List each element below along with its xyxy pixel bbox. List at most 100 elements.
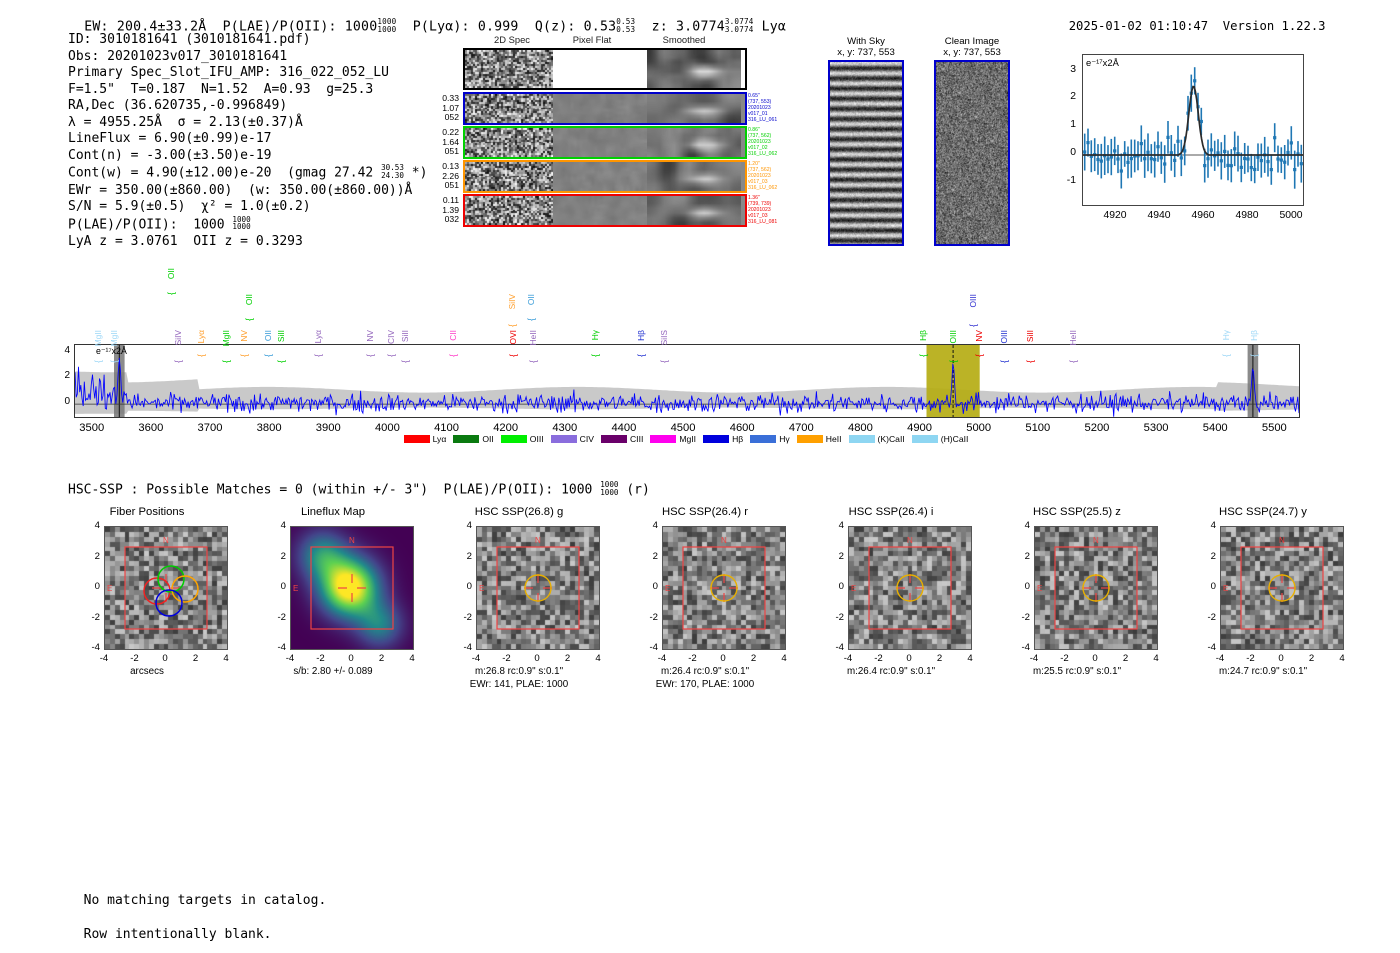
hsc-panel-sub2: EWr: 170, PLAE: 1000	[655, 678, 755, 690]
emission-line-label: NV	[973, 330, 984, 342]
lineplot-svg	[1083, 67, 1303, 189]
emission-line-fit-plot: e⁻¹⁷x2Å 3 2 1 0 -1 4920 4940 4960 4980 5000	[1040, 48, 1310, 233]
hsc-x-tick: -2	[1060, 653, 1069, 664]
legend-label: OIII	[529, 434, 544, 444]
hsc-x-tick: 2	[936, 653, 943, 664]
hsc-panel-sub1: m:25.5 rc:0.9" s:0.1"	[1032, 666, 1122, 677]
lineplot-y-tick: 2	[1070, 91, 1076, 103]
spec2d-row-left-label: 0.13 2.26 051	[442, 161, 459, 191]
spectrum-x-tick: 3600	[138, 422, 164, 434]
hsc-x-tick: 0	[1278, 653, 1284, 664]
svg-text:N: N	[535, 536, 541, 545]
spectrum-x-tick: 4100	[434, 422, 459, 434]
z-value: 3.0774	[676, 19, 725, 35]
hsc-panel-overlay: NE	[665, 536, 766, 630]
emission-line-label: NV	[239, 330, 250, 342]
emission-line-bracket: {	[386, 354, 397, 358]
legend-item: (K)CaII	[848, 434, 905, 444]
hsc-panel-subcaption: m:24.7 rc:0.9" s:0.1"	[1168, 666, 1358, 679]
noise-image	[465, 94, 553, 123]
emission-line-bracket: {	[1249, 354, 1260, 358]
info-line: EWr = 350.00(±860.00) (w: 350.00(±860.00…	[68, 182, 413, 198]
lineplot-x-tick: 4920	[1103, 210, 1127, 221]
spec2d-row-left-label: 0.22 1.64 051	[442, 127, 459, 157]
hsc-cutout-panel: HSC SSP(25.5) z N E 4 2 0 -2 -4 -4 -2 0 2 4 m:25.5 rc…	[982, 506, 1172, 677]
legend-item: OIII	[500, 434, 544, 444]
hsc-y-tick: 4	[466, 520, 472, 531]
svg-text:N: N	[1279, 536, 1285, 545]
spectrum-x-tick: 4300	[552, 422, 578, 434]
legend-label: Hγ	[779, 434, 790, 444]
qz-fraction: 0.53 0.53	[616, 17, 636, 34]
spectrum-x-tick: 5500	[1261, 422, 1287, 434]
hsc-y-tick: -4	[91, 642, 100, 653]
hsc-x-tick: -2	[874, 653, 883, 664]
legend-swatch	[550, 435, 577, 443]
footer-line-1: No matching targets in catalog.	[83, 893, 327, 908]
info-line: F=1.5" T=0.187 N=1.52 A=0.93 g=25.3	[68, 81, 374, 97]
hsc-x-tick: -4	[285, 653, 295, 664]
spectrum-x-tick: 5300	[1143, 422, 1169, 434]
hsc-panel-sub1: arcsecs	[130, 666, 164, 677]
info-line: Cont(n) = -3.00(±3.50)e-19	[68, 147, 272, 163]
legend-label: CIII	[629, 434, 644, 444]
clean-image-cutout	[934, 60, 1010, 246]
hsc-y-tick: -2	[1021, 611, 1030, 623]
legend-label: HeII	[825, 434, 842, 444]
hsc-x-tick: 4	[1153, 653, 1159, 664]
hsc-y-tick: 0	[652, 581, 658, 592]
spectrum-x-tick: 5100	[1025, 422, 1051, 434]
info-line: Primary Spec_Slot_IFU_AMP: 316_022_052_L…	[68, 65, 389, 81]
hsc-x-tick: 0	[534, 653, 540, 664]
emission-line-label: MgII	[109, 330, 120, 347]
hsc-cutout-row: Fiber Positions N E 4 2 0 -2 -4 -4 -2 0 2 4 arcsecs Li…	[0, 506, 1400, 746]
lineplot-x-tick: 4980	[1235, 210, 1259, 221]
hsc-y-tick: 4	[94, 520, 100, 531]
spectrum-x-tick: 4600	[729, 422, 755, 434]
spec2d-weighted-sum-row	[463, 48, 747, 90]
emission-line-bracket: {	[244, 318, 255, 322]
spectrum-x-tick: 4700	[788, 422, 814, 434]
hsc-x-tick: -4	[471, 653, 481, 664]
emission-line-bracket: {	[312, 354, 323, 358]
svg-text:E: E	[293, 584, 298, 593]
noise-image	[465, 162, 553, 191]
lineplot-frame	[1082, 54, 1304, 206]
emission-line-label: Lyα	[312, 330, 323, 344]
legend-item: CIII	[600, 434, 644, 444]
hsc-y-tick: 4	[1024, 520, 1030, 531]
z-label: z:	[651, 19, 668, 35]
emission-line-bracket: {	[998, 360, 1009, 364]
hsc-section-header: HSC-SSP : Possible Matches = 0 (within +…	[68, 480, 650, 498]
emission-line-label: OIII	[967, 294, 978, 308]
svg-text:N: N	[349, 536, 355, 545]
emission-line-bracket: {	[947, 360, 958, 364]
hsc-y-tick: 2	[1210, 550, 1216, 562]
z-type: Lyα	[761, 19, 787, 35]
cutout-caption: Clean Image x, y: 737, 553	[904, 36, 1040, 59]
emission-line-label: Hβ	[1249, 330, 1260, 341]
timestamp: 2025-01-02 01:10:47	[1068, 19, 1209, 33]
svg-text:E: E	[851, 584, 856, 593]
plae-fraction: 1000 1000	[377, 17, 397, 34]
emission-line-label: MgII	[220, 330, 231, 347]
hsc-y-tick: 0	[838, 581, 844, 592]
legend-item: Lyα	[403, 434, 446, 444]
spec2d-row-right-label: 1.20" (737, 562) 20201023 v017_03 316_LU…	[748, 161, 778, 191]
hsc-cutout-panel: HSC SSP(26.4) r N E 4 2 0 -2 -4 -4 -2 0 2 4 m:26.4 rc…	[610, 506, 800, 690]
hsc-y-tick: -2	[91, 611, 100, 623]
spectrum-svg	[75, 345, 1299, 417]
lineplot-flux-annotation: e⁻¹⁷x2Å	[1086, 57, 1119, 68]
hsc-x-tick: -2	[130, 653, 139, 664]
hsc-panel-overlay: NE	[851, 536, 952, 630]
emission-line-label: MgII	[92, 330, 103, 347]
emission-line-label: OII	[263, 330, 274, 342]
spec2d-column-header: Pixel Flat	[572, 34, 612, 45]
